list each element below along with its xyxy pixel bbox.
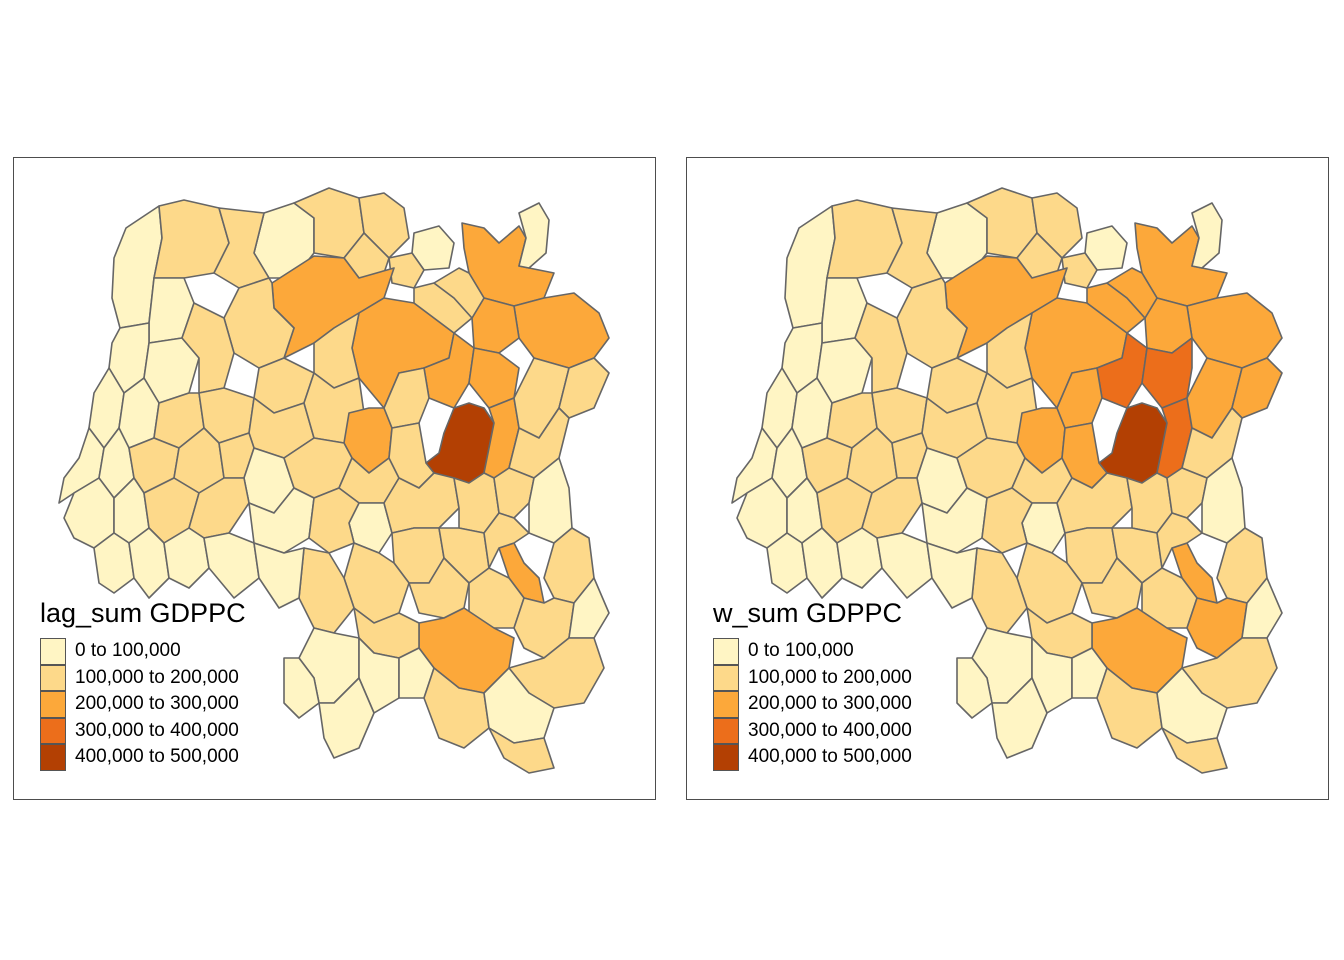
legend-label: 100,000 to 200,000: [748, 666, 912, 688]
county: [318, 677, 375, 759]
county-polygons: [731, 187, 1283, 774]
legend-swatch: [40, 691, 66, 718]
legend-label: 100,000 to 200,000: [75, 666, 239, 688]
choropleth-map-lag-sum: [58, 187, 610, 774]
county: [423, 667, 490, 749]
county: [513, 292, 610, 369]
legend-item: 200,000 to 300,000: [713, 691, 912, 718]
county: [181, 302, 235, 394]
county: [1156, 512, 1203, 569]
county-polygons: [58, 187, 610, 774]
legend-item: 300,000 to 400,000: [713, 717, 912, 744]
legend-item: 0 to 100,000: [713, 638, 912, 665]
legend-swatch: [40, 717, 66, 744]
county: [308, 487, 360, 554]
county: [493, 467, 535, 519]
legend-swatch: [713, 691, 739, 718]
county: [298, 547, 355, 634]
legend-label: 200,000 to 300,000: [748, 693, 912, 715]
legend-item: 200,000 to 300,000: [40, 691, 246, 718]
legend-item: 100,000 to 200,000: [713, 664, 912, 691]
county: [408, 557, 470, 619]
map-panel-w-sum: w_sum GDPPC 0 to 100,000 100,000 to 200,…: [686, 157, 1329, 800]
county: [876, 532, 933, 599]
legend-swatch: [40, 664, 66, 691]
county: [383, 472, 460, 534]
legend-item: 400,000 to 500,000: [713, 744, 912, 771]
county: [388, 252, 425, 289]
county: [1186, 292, 1283, 369]
legend-label: 400,000 to 500,000: [75, 746, 239, 768]
county: [1056, 472, 1133, 534]
legend-swatch: [40, 744, 66, 771]
county: [1166, 467, 1208, 519]
county: [981, 487, 1033, 554]
legend-label: 0 to 100,000: [748, 640, 854, 662]
map-panel-lag-sum: lag_sum GDPPC 0 to 100,000 100,000 to 20…: [13, 157, 656, 800]
legend-item: 0 to 100,000: [40, 638, 246, 665]
legend-label: 300,000 to 400,000: [75, 719, 239, 741]
legend-swatch: [40, 638, 66, 665]
county: [1241, 577, 1283, 639]
legend-label: 300,000 to 400,000: [748, 719, 912, 741]
legend: lag_sum GDPPC 0 to 100,000 100,000 to 20…: [40, 598, 246, 771]
county: [1141, 337, 1193, 409]
county: [483, 512, 530, 569]
county: [1161, 727, 1228, 774]
legend-swatch: [713, 744, 739, 771]
county: [1081, 557, 1143, 619]
county: [1191, 202, 1223, 269]
legend-swatch: [713, 664, 739, 691]
county: [1106, 267, 1158, 319]
legend-title: w_sum GDPPC: [713, 598, 903, 628]
county: [1096, 667, 1163, 749]
county: [971, 547, 1028, 634]
legend-label: 0 to 100,000: [75, 640, 181, 662]
county: [518, 202, 550, 269]
county: [488, 727, 555, 774]
legend-label: 200,000 to 300,000: [75, 693, 239, 715]
legend-item: 300,000 to 400,000: [40, 717, 246, 744]
county: [568, 577, 610, 639]
legend-swatch: [713, 717, 739, 744]
county: [1061, 252, 1098, 289]
county: [203, 532, 260, 599]
county: [991, 677, 1048, 759]
choropleth-map-w-sum: [731, 187, 1283, 774]
legend-item: 100,000 to 200,000: [40, 664, 246, 691]
legend: w_sum GDPPC 0 to 100,000 100,000 to 200,…: [713, 598, 912, 771]
county: [253, 542, 305, 609]
county: [854, 302, 908, 394]
legend-item: 400,000 to 500,000: [40, 744, 246, 771]
county: [926, 542, 978, 609]
county: [433, 267, 485, 319]
legend-title: lag_sum GDPPC: [40, 598, 246, 628]
legend-label: 400,000 to 500,000: [748, 746, 912, 768]
legend-swatch: [713, 638, 739, 665]
